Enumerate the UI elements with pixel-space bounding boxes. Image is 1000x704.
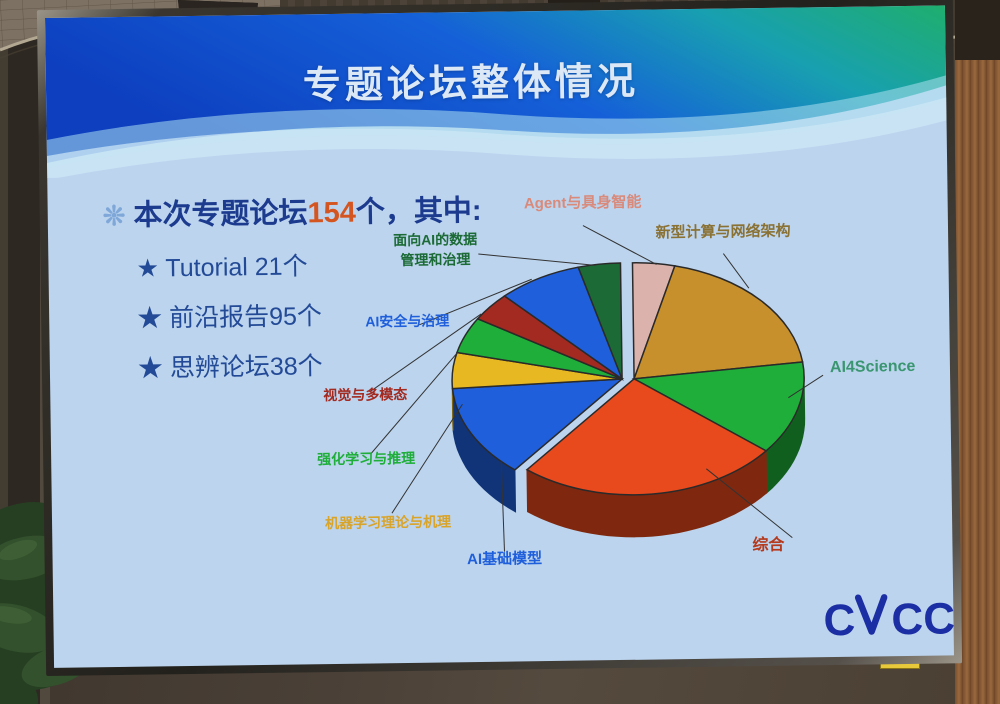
svg-text:管理和治理: 管理和治理 <box>400 251 470 268</box>
svg-text:AI安全与治理: AI安全与治理 <box>365 312 449 329</box>
svg-text:CC: CC <box>891 594 954 644</box>
svg-text:机器学习理论与机理: 机器学习理论与机理 <box>325 513 451 531</box>
svg-text:视觉与多模态: 视觉与多模态 <box>323 386 407 403</box>
svg-text:强化学习与推理: 强化学习与推理 <box>317 450 415 467</box>
svg-text:Agent与具身智能: Agent与具身智能 <box>524 193 642 213</box>
svg-text:新型计算与网络架构: 新型计算与网络架构 <box>655 222 790 242</box>
svg-text:AI4Science: AI4Science <box>830 358 916 376</box>
svg-text:综合: 综合 <box>752 535 785 554</box>
svg-text:面向AI的数据: 面向AI的数据 <box>393 231 477 248</box>
svg-text:C: C <box>823 596 855 645</box>
svg-text:AI基础模型: AI基础模型 <box>467 549 542 568</box>
